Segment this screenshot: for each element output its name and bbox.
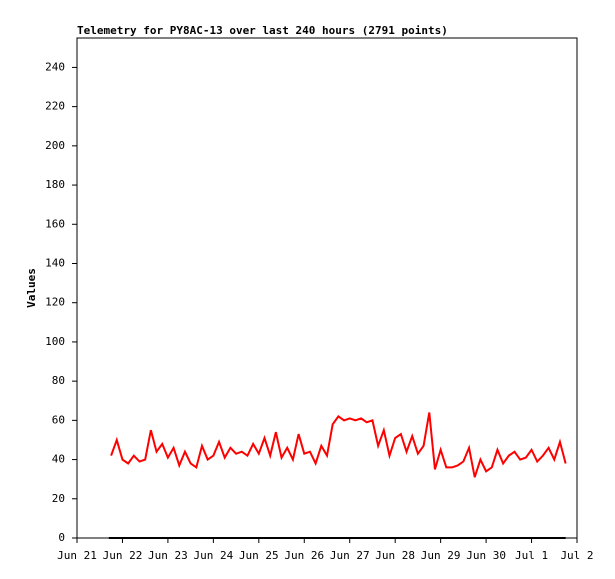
y-tick-label: 40 (52, 453, 65, 466)
x-tick-label: Jun 29 (421, 549, 461, 562)
y-tick-label: 120 (45, 296, 65, 309)
y-tick-label: 140 (45, 256, 65, 269)
y-tick-label: 240 (45, 60, 65, 73)
x-tick-label: Jun 25 (239, 549, 279, 562)
x-tick-label: Jun 27 (330, 549, 370, 562)
x-tick-label: Jun 26 (284, 549, 324, 562)
y-tick-label: 180 (45, 178, 65, 191)
x-tick-label: Jun 24 (193, 549, 233, 562)
y-tick-label: 100 (45, 335, 65, 348)
y-tick-label: 160 (45, 217, 65, 230)
x-tick-label: Jul 2 (560, 549, 593, 562)
y-tick-label: 200 (45, 139, 65, 152)
y-tick-label: 80 (52, 374, 65, 387)
y-tick-label: 0 (58, 531, 65, 544)
y-tick-label: 60 (52, 413, 65, 426)
x-tick-label: Jun 23 (148, 549, 188, 562)
x-tick-label: Jun 30 (466, 549, 506, 562)
x-tick-label: Jun 22 (103, 549, 143, 562)
chart-title: Telemetry for PY8AC-13 over last 240 hou… (77, 24, 448, 37)
y-tick-label: 220 (45, 100, 65, 113)
y-axis-label: Values (25, 268, 38, 308)
data-line (110, 412, 567, 478)
x-tick-label: Jun 28 (375, 549, 415, 562)
x-tick-label: Jul 1 (515, 549, 548, 562)
y-tick-label: 20 (52, 492, 65, 505)
x-tick-label: Jun 21 (57, 549, 97, 562)
